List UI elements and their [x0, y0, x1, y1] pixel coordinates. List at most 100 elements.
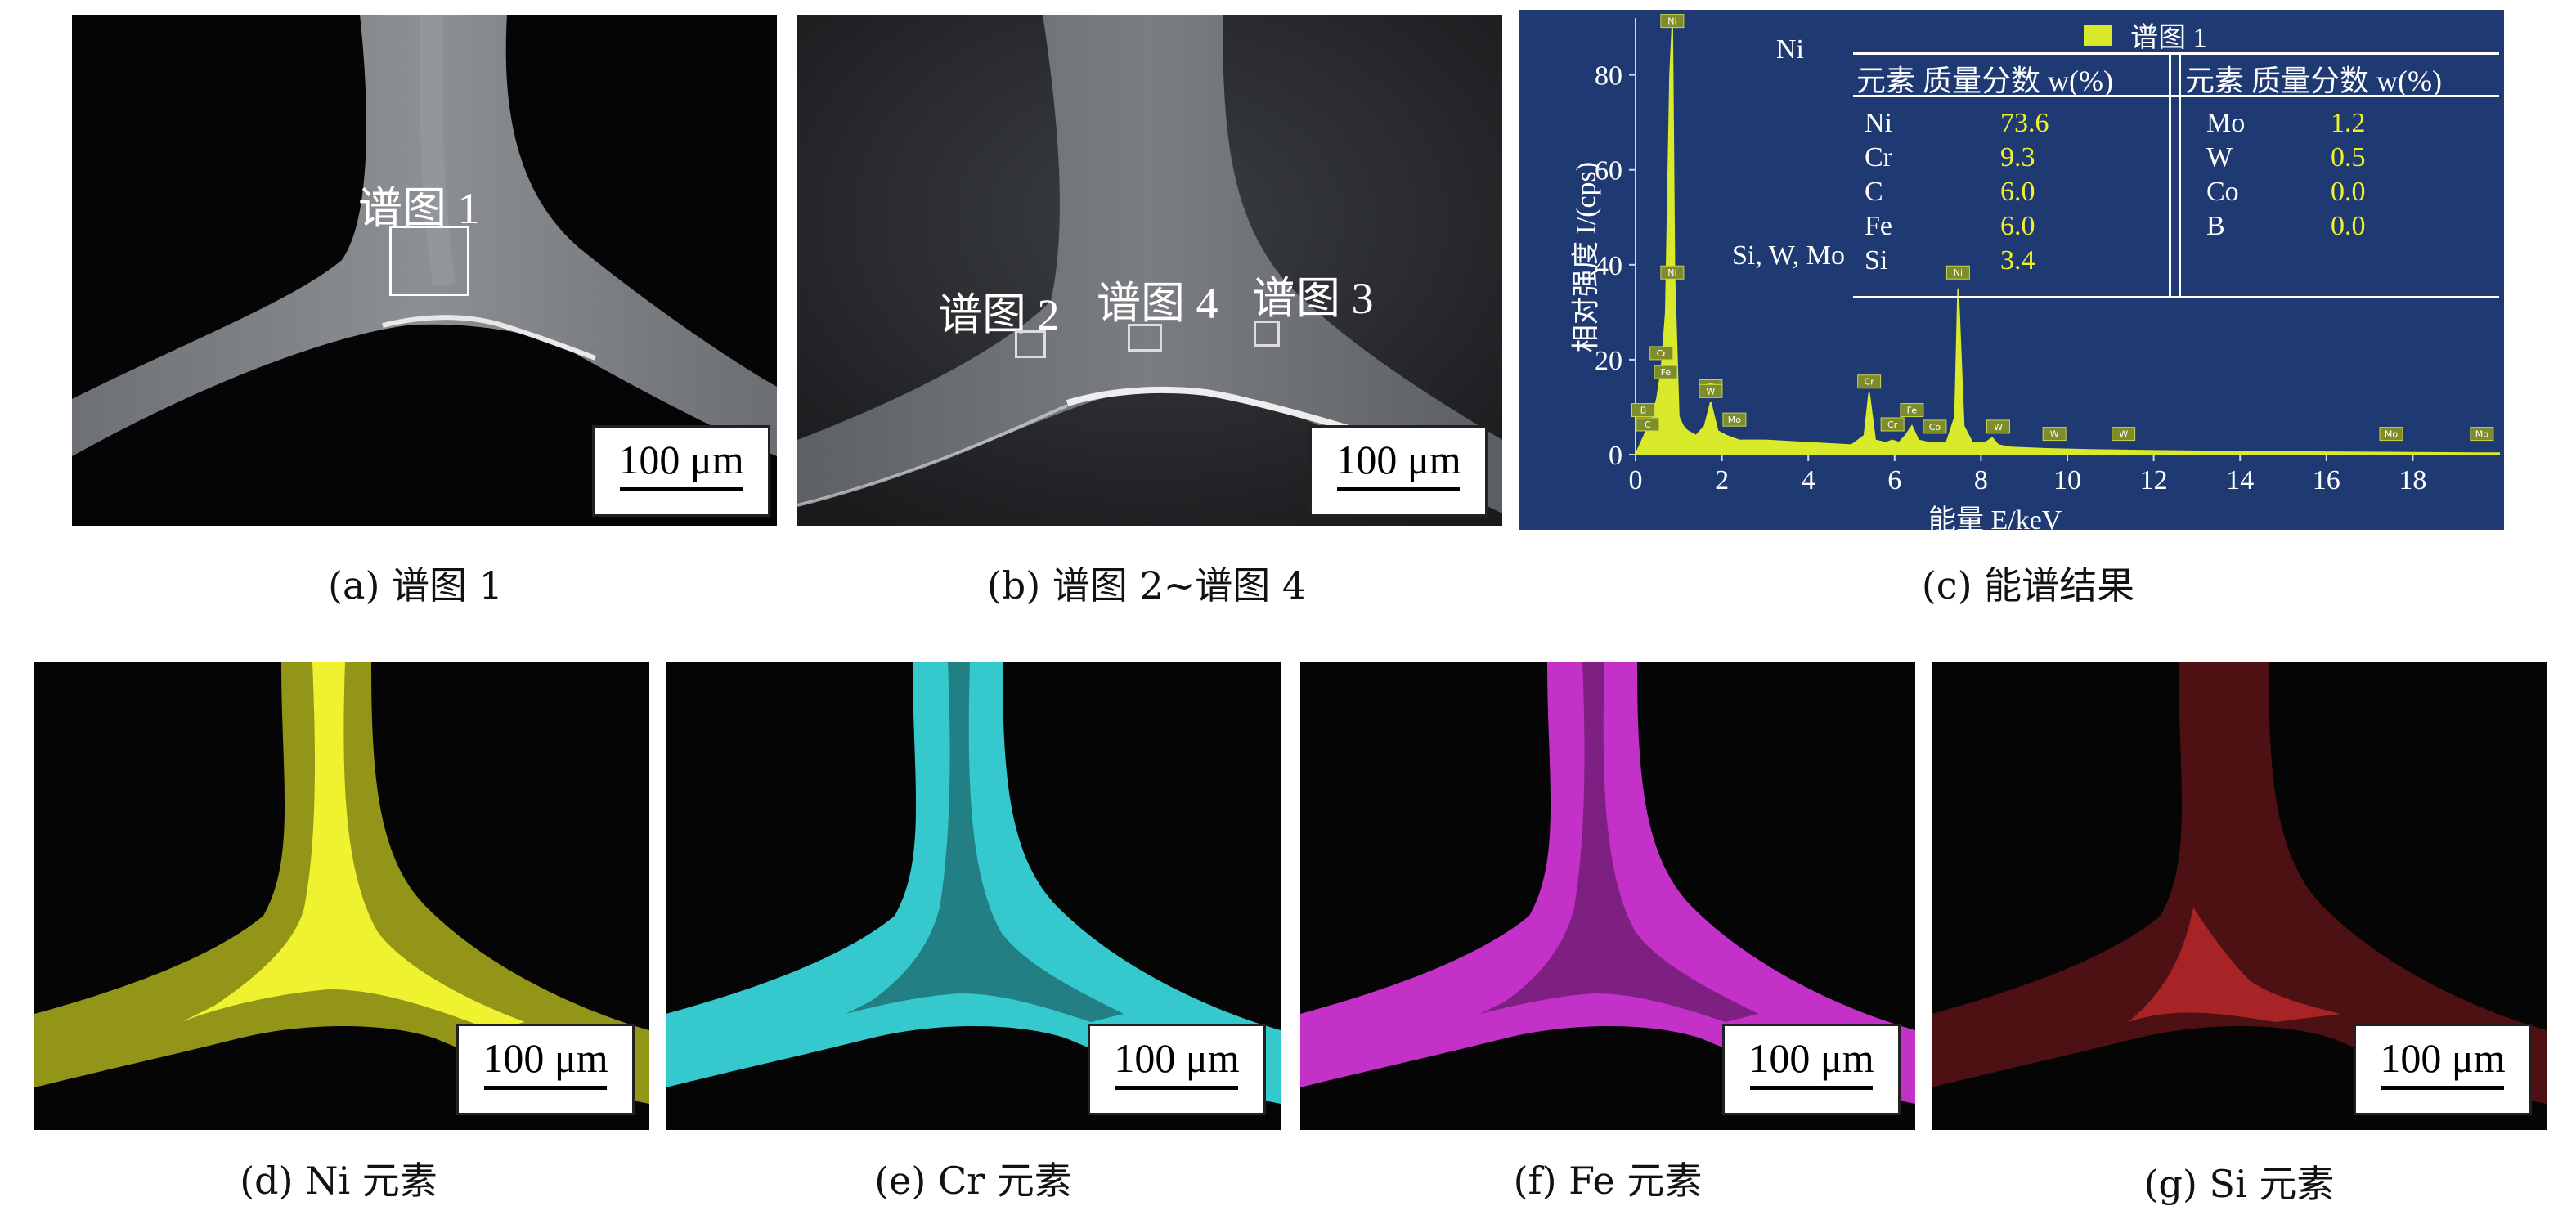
peak-tag [1699, 383, 1723, 398]
element-map-si: 100 μm [1932, 662, 2547, 1130]
peak-tag-label: Cr [1657, 348, 1667, 359]
y-tick-label: 40 [1595, 251, 1622, 281]
region-label-spectrum-1: 谱图 1 [358, 184, 480, 233]
peak-tag [2379, 427, 2403, 442]
x-tick-label: 4 [1802, 465, 1815, 495]
peak-tag [1631, 403, 1656, 418]
table-element: Si [1865, 245, 1888, 276]
peak-tag-label: W [1994, 422, 2003, 433]
y-axis-label: 相对强度 I/(cps) [1571, 161, 1602, 353]
table-value: 6.0 [2000, 211, 2035, 241]
peak-tag [1900, 403, 1924, 418]
peak-tag-label: W [1706, 386, 1715, 397]
table-element: Co [2206, 177, 2239, 207]
scale-bar-label: 100 μm [2380, 1035, 2506, 1081]
peak-tag-label: W [2050, 429, 2059, 440]
scale-bar-g: 100 μm [2354, 1024, 2532, 1115]
region-label-spectrum-3: 谱图 3 [1252, 274, 1374, 323]
eds-spectrum-chart: 0 2 4 6 8 10 12 14 16 18 0 20 40 60 80 Ni Cr Fe Si W Mo Cr Cr F… [1595, 14, 2500, 495]
peak-tag-label: B [1640, 406, 1647, 416]
y-tick-label: 80 [1595, 61, 1622, 92]
x-tick-label: 16 [2313, 465, 2340, 495]
table-value: 6.0 [2000, 177, 2035, 207]
caption-b: (b) 谱图 2~谱图 4 [986, 563, 1307, 608]
peak-tag [1945, 265, 1970, 280]
legend-label: 谱图 1 [2130, 23, 2207, 53]
sem-image-b: 谱图 2 谱图 4 谱图 3 100 μm [797, 15, 1502, 526]
peak-tag-label: Ni [1667, 16, 1676, 27]
scale-bar-b: 100 μm [1309, 425, 1488, 517]
peak-tag-label: Mo [2475, 429, 2488, 440]
peak-tag [2042, 427, 2067, 442]
peak-tag-label: Cr [1887, 419, 1898, 430]
peak-tag-label: Mo [2385, 429, 2398, 440]
table-element: Mo [2206, 108, 2246, 138]
scale-bar-label: 100 μm [1335, 437, 1461, 482]
table-element: Fe [1865, 211, 1892, 241]
caption-g: (g) Si 元素 [2143, 1162, 2335, 1206]
x-axis-label: 能量 E/keV [1928, 505, 2062, 530]
table-element: Cr [1865, 142, 1892, 173]
peak-tag [1660, 14, 1685, 29]
scale-bar-a: 100 μm [592, 425, 770, 517]
table-value: 0.0 [2331, 177, 2366, 207]
region-box-spectrum-1 [389, 226, 469, 296]
table-value: 3.4 [2000, 245, 2035, 276]
peak-tag-label: Fe [1907, 406, 1918, 416]
x-tick-label: 0 [1629, 465, 1643, 495]
peak-tag [1880, 417, 1905, 432]
peak-tag [1857, 374, 1882, 389]
element-map-fe: 100 μm [1300, 662, 1915, 1130]
peak-tag [1654, 365, 1678, 379]
x-tick-label: 12 [2140, 465, 2168, 495]
table-header-left: 元素 质量分数 w(%) [1856, 65, 2113, 97]
sem-image-a: 谱图 1 100 μm [72, 15, 777, 526]
table-value: 0.5 [2331, 142, 2366, 173]
caption-f: (f) Fe 元素 [1513, 1159, 1703, 1203]
x-tick-label: 8 [1974, 465, 1988, 495]
table-element: B [2206, 211, 2225, 241]
peak-tag [1636, 417, 1660, 432]
peak-tag-label: W [2119, 429, 2128, 440]
x-tick-label: 10 [2053, 465, 2081, 495]
caption-d: (d) Ni 元素 [240, 1159, 438, 1203]
table-value: 0.0 [2331, 211, 2366, 241]
peak-tag [1986, 419, 2011, 434]
caption-a: (a) 谱图 1 [328, 563, 503, 608]
composition-table: 元素 质量分数 w(%) 元素 质量分数 w(%) Ni 73.6 Cr 9.3 C 6.… [1853, 52, 2499, 298]
caption-e: (e) Cr 元素 [874, 1159, 1072, 1203]
peak-tag-label: Mo [1728, 415, 1741, 425]
region-label-spectrum-4: 谱图 4 [1097, 279, 1218, 328]
x-tick-label: 2 [1715, 465, 1729, 495]
region-box-spectrum-4 [1128, 324, 1162, 352]
scale-bar-label: 100 μm [618, 437, 744, 482]
legend-swatch [2084, 24, 2112, 46]
scale-bar-d: 100 μm [456, 1024, 635, 1115]
peak-tag-label: Ni [1667, 267, 1676, 278]
peak-tag-label: Ni [1954, 267, 1963, 278]
scale-bar-label: 100 μm [1748, 1035, 1874, 1081]
scale-bar-f: 100 μm [1722, 1024, 1901, 1115]
peak-tag [1649, 346, 1674, 361]
table-value: 9.3 [2000, 142, 2035, 173]
table-element: C [1865, 177, 1883, 207]
peak-tag-label: C [1645, 419, 1651, 430]
peak-tag-label: Cr [1865, 377, 1875, 388]
peak-tag [1923, 419, 1947, 434]
scale-bar-label: 100 μm [482, 1035, 608, 1081]
scale-bar-label: 100 μm [1114, 1035, 1240, 1081]
table-element: W [2206, 142, 2233, 173]
spectrum-series-area [1634, 27, 2500, 455]
scale-bar-e: 100 μm [1088, 1024, 1266, 1115]
peak-tag-label: Fe [1661, 367, 1672, 378]
region-box-spectrum-2 [1015, 330, 1046, 358]
table-element: Ni [1865, 108, 1892, 138]
caption-c: (c) 能谱结果 [1921, 563, 2135, 608]
table-header-right: 元素 质量分数 w(%) [2185, 65, 2442, 97]
element-map-ni: 100 μm [34, 662, 649, 1130]
element-map-cr: 100 μm [666, 662, 1281, 1130]
x-tick-label: 14 [2226, 465, 2254, 495]
table-value: 1.2 [2331, 108, 2366, 138]
x-tick-label: 18 [2399, 465, 2426, 495]
table-value: 73.6 [2000, 108, 2049, 138]
